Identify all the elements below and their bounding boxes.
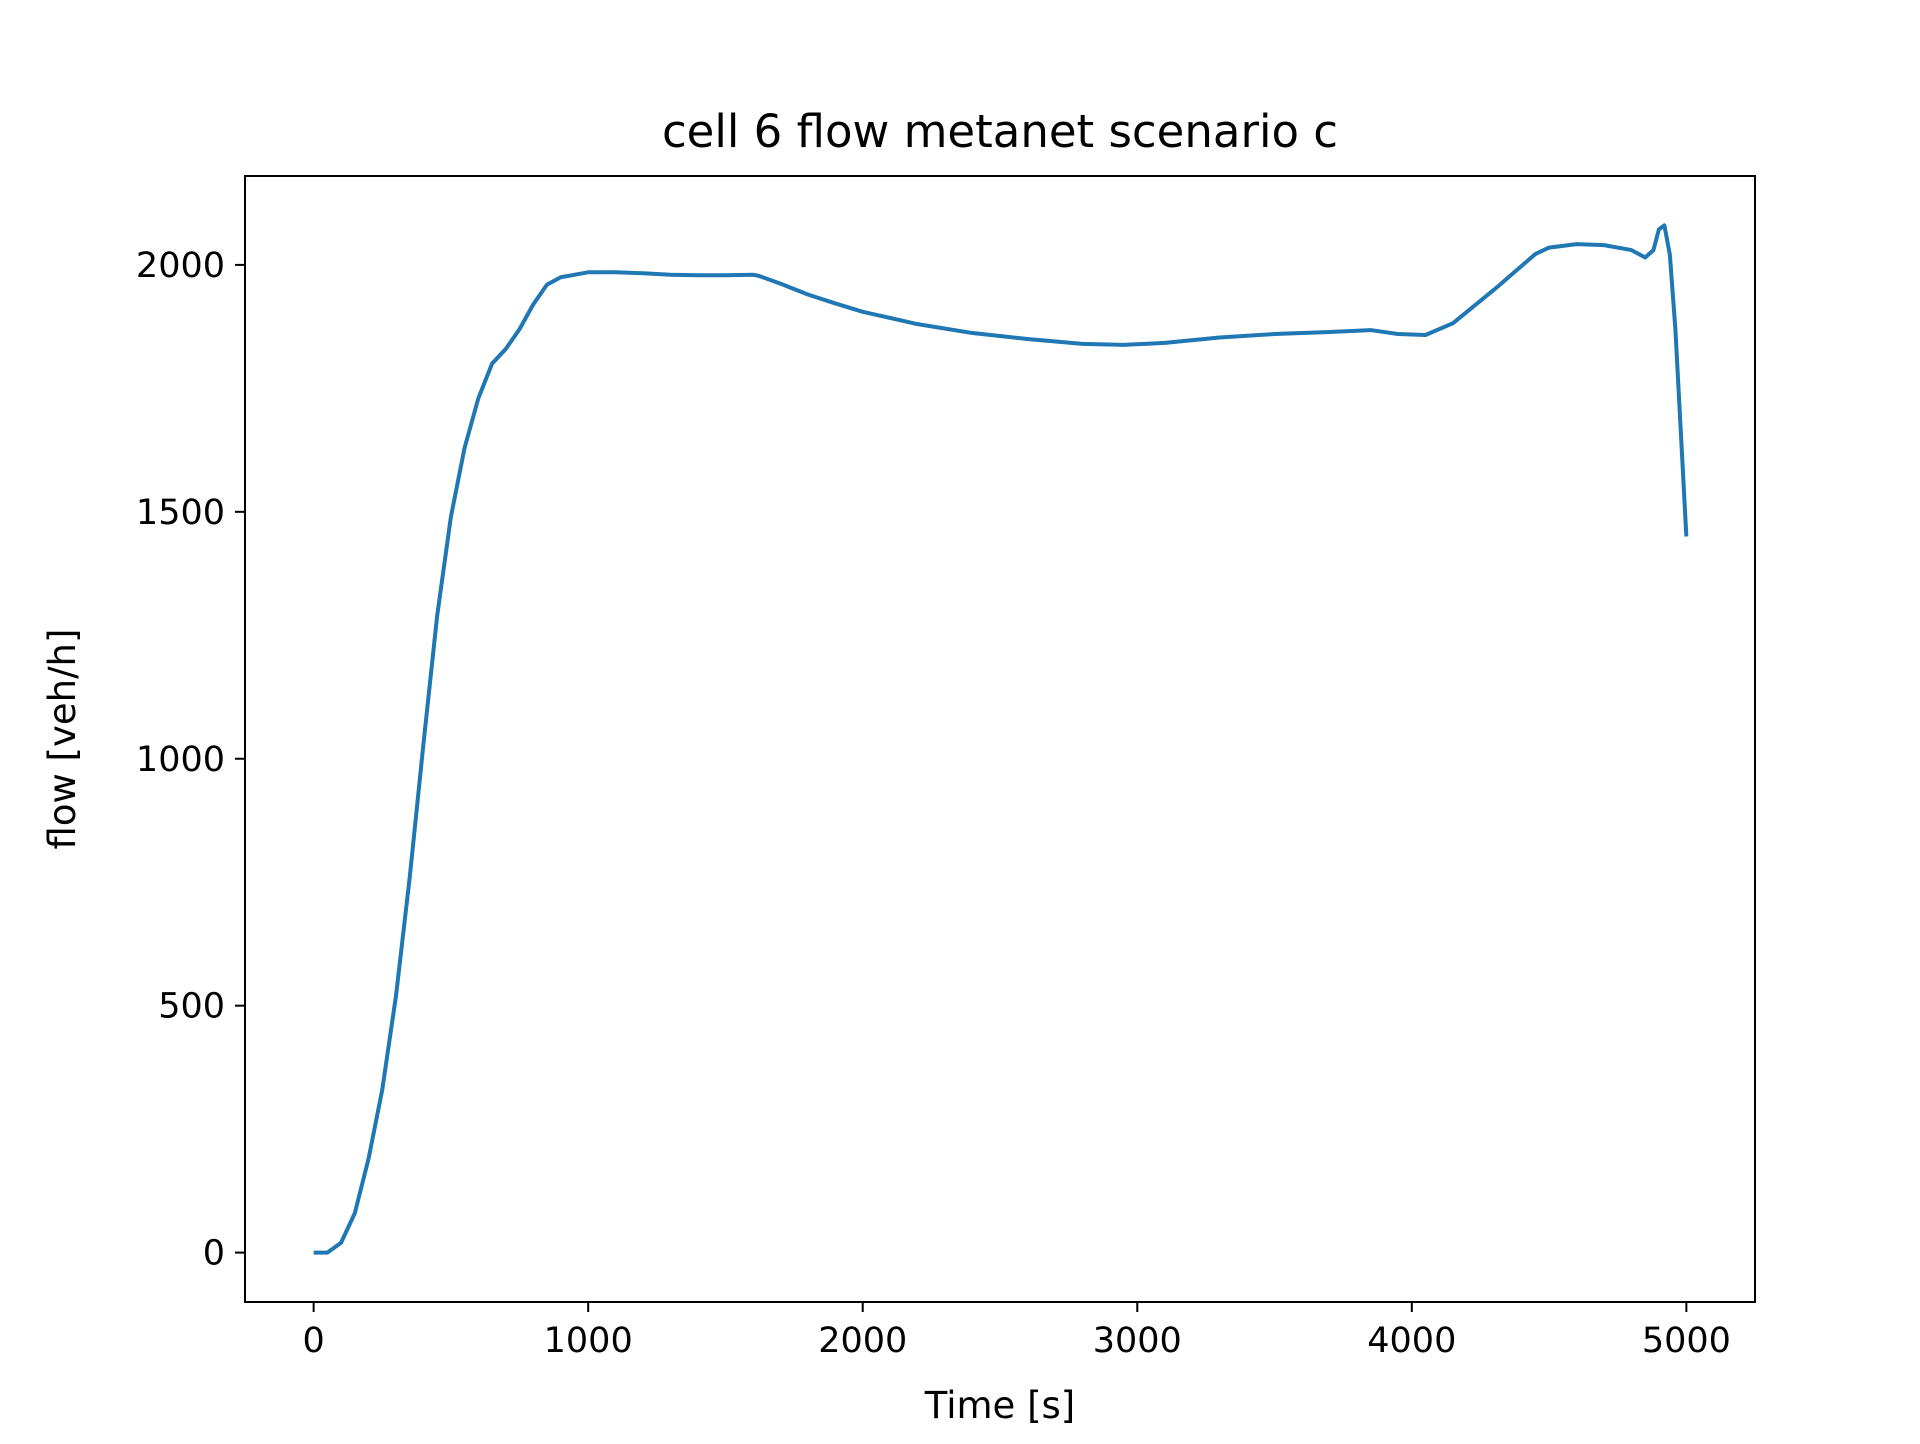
- y-tick-label: 1500: [136, 493, 225, 533]
- y-tick-label: 1000: [136, 740, 225, 780]
- plot-frame: [244, 175, 1756, 1303]
- series-line-0: [313, 223, 1689, 1255]
- x-tick-label: 0: [302, 1321, 324, 1361]
- axis-ticks: 0 1000 2000 3000 4000 5000 0 500 1000 1500 2000: [136, 246, 1731, 1361]
- y-tick-label: 0: [203, 1234, 225, 1274]
- x-tick-label: 4000: [1367, 1321, 1456, 1361]
- x-tick-label: 3000: [1093, 1321, 1182, 1361]
- y-tick-label: 2000: [136, 246, 225, 286]
- y-tick-label: 500: [158, 987, 225, 1027]
- x-tick-label: 5000: [1642, 1321, 1731, 1361]
- x-tick-label: 1000: [544, 1321, 633, 1361]
- chart-title: cell 6 flow metanet scenario c: [662, 105, 1338, 158]
- plot-area: [313, 223, 1689, 1255]
- x-tick-label: 2000: [818, 1321, 907, 1361]
- x-axis-label: Time [s]: [924, 1384, 1075, 1427]
- y-axis-label: flow [veh/h]: [41, 629, 84, 850]
